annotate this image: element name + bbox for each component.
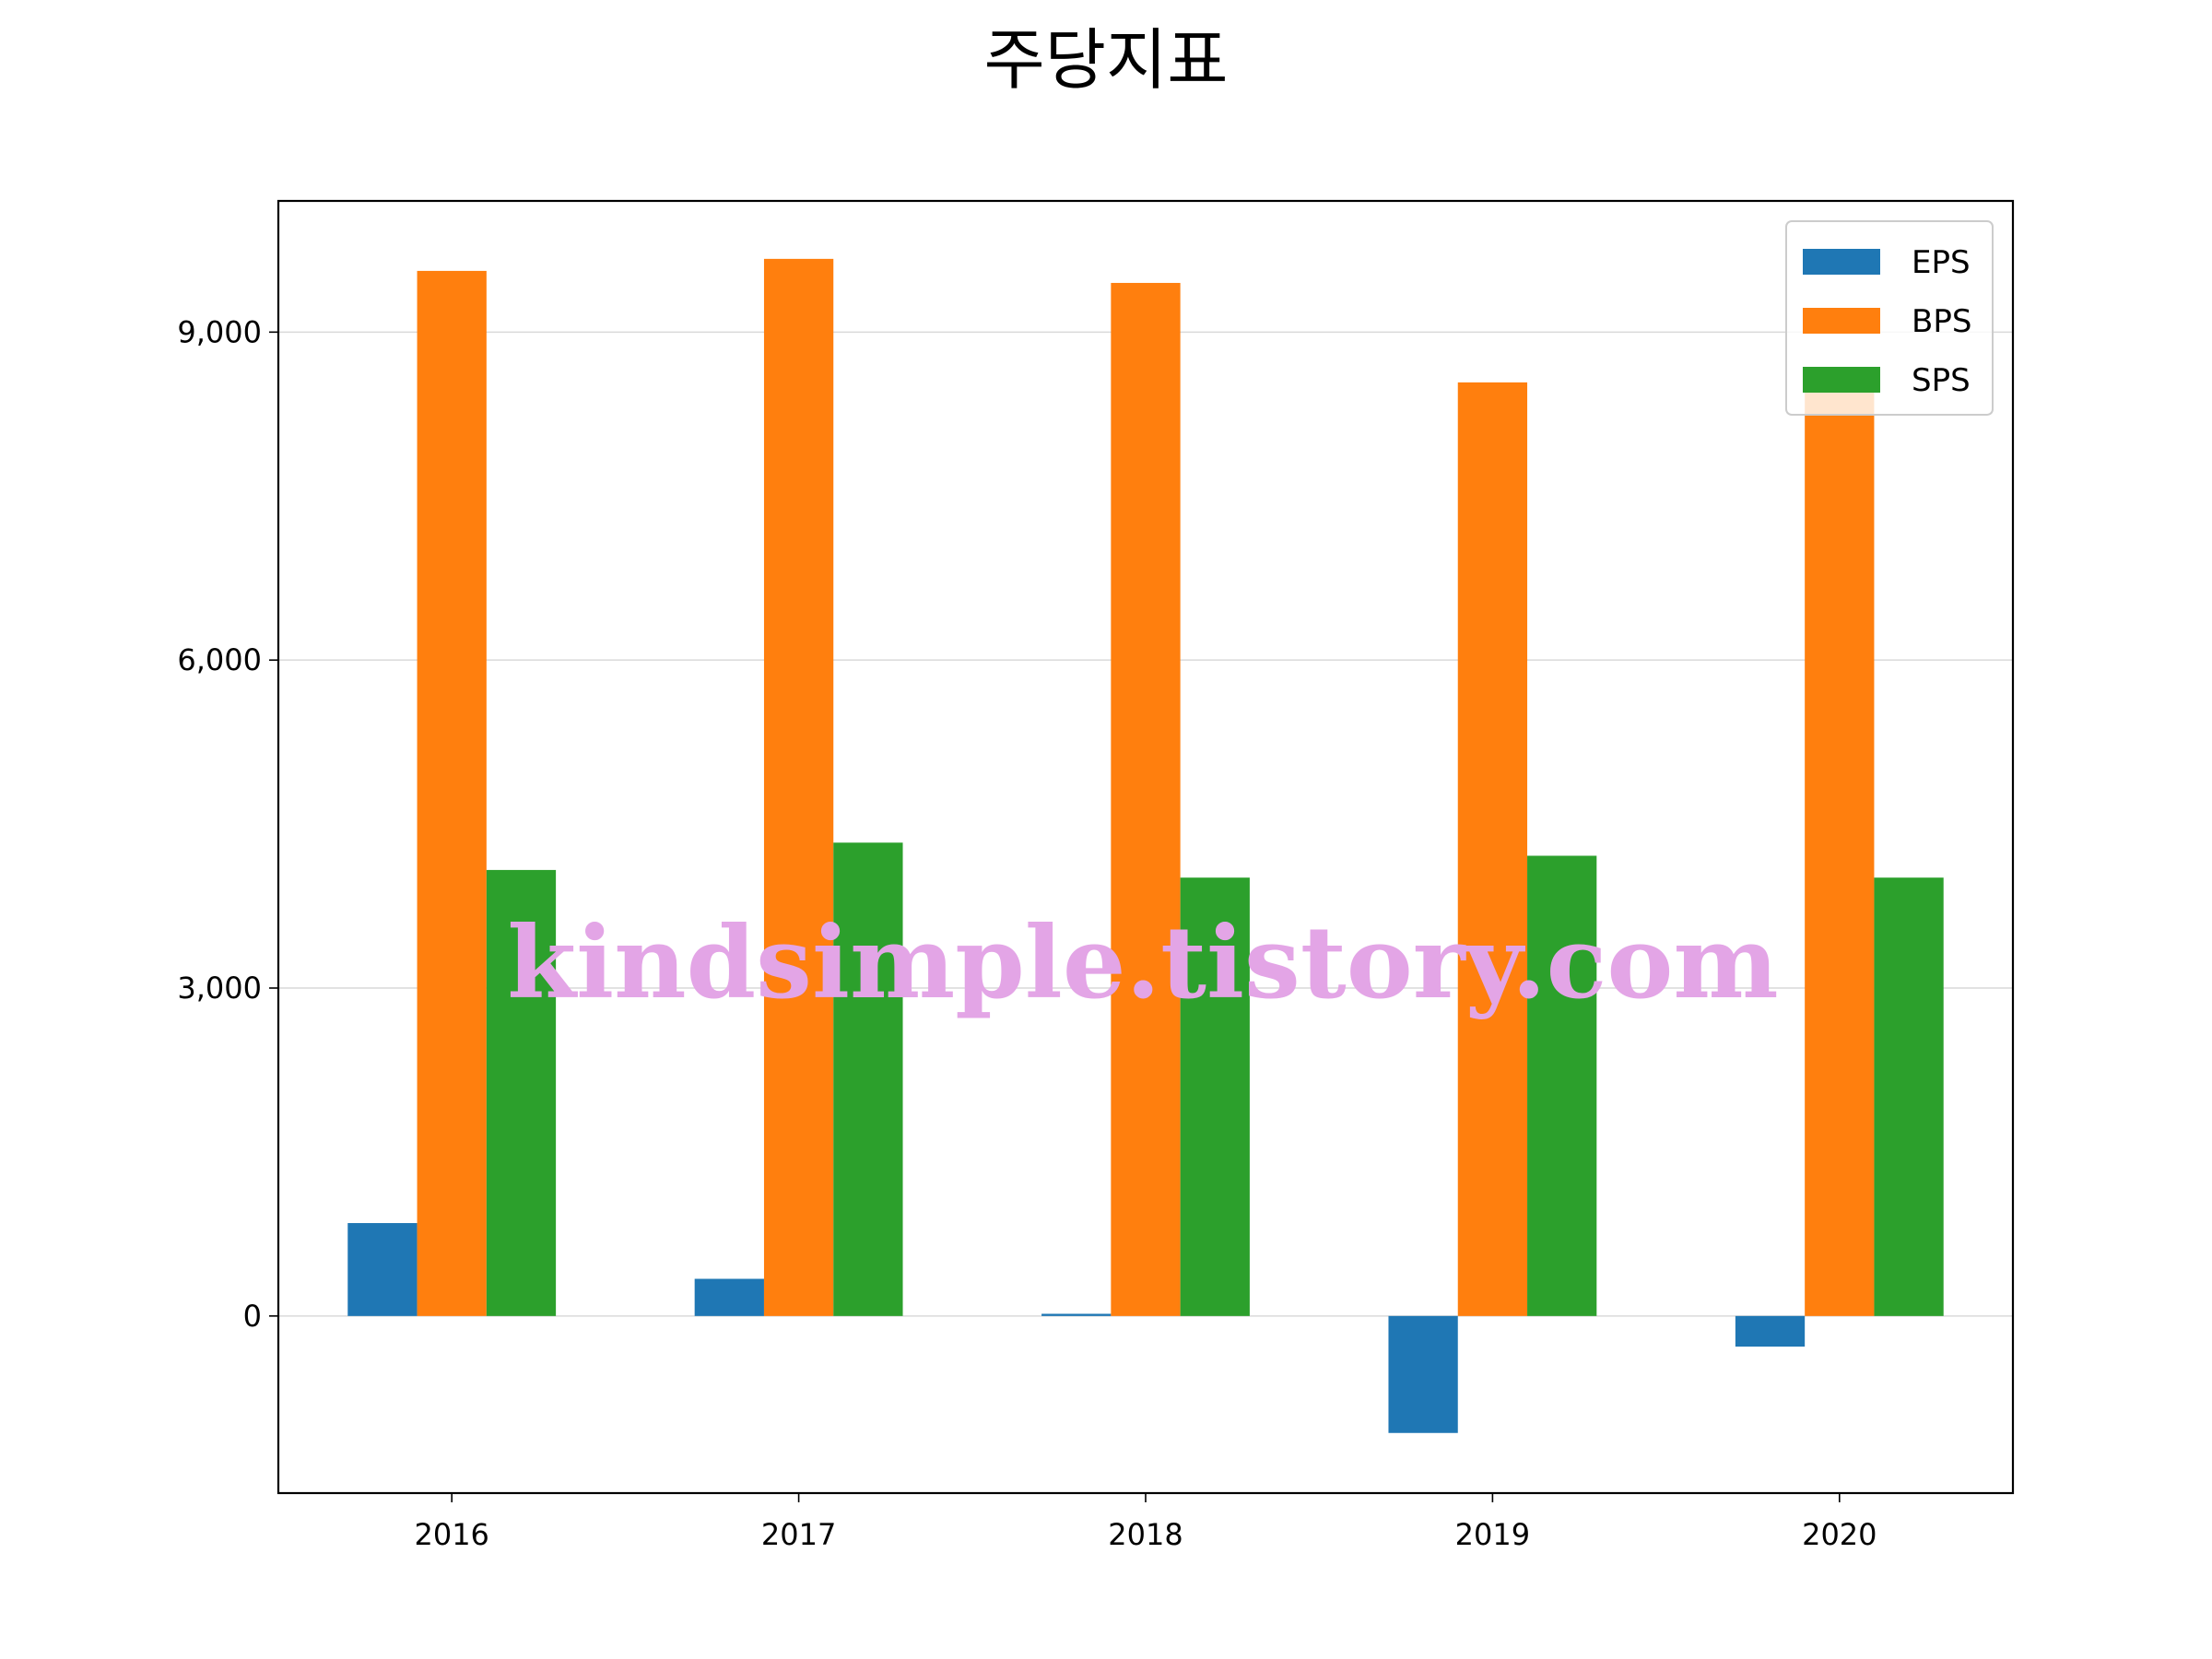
legend-label-eps: EPS: [1912, 244, 1971, 281]
legend-swatch-bps: [1803, 308, 1880, 334]
bar-sps-2020: [1874, 877, 1944, 1316]
legend-label-sps: SPS: [1912, 362, 1971, 399]
bar-eps-2016: [347, 1223, 418, 1316]
y-tick-label: 6,000: [177, 642, 262, 677]
x-tick-label: 2020: [1802, 1517, 1877, 1552]
bar-bps-2016: [417, 270, 487, 1316]
bar-eps-2020: [1735, 1315, 1806, 1347]
axes: 0 3,000 6,000 9,000 2016 2017 2018 2019 2020: [177, 199, 2015, 1552]
bar-sps-2019: [1527, 855, 1597, 1316]
bar-eps-2018: [1041, 1313, 1112, 1316]
bar-bps-2019: [1457, 382, 1528, 1316]
bar-sps-2017: [833, 842, 903, 1316]
x-tick-label: 2018: [1108, 1517, 1182, 1552]
watermark-text: kindsimple.tistory.com: [507, 905, 1778, 1021]
x-tick-label: 2017: [761, 1517, 836, 1552]
bar-bps-2020: [1805, 391, 1875, 1316]
legend-swatch-sps: [1803, 367, 1880, 393]
y-tick-label: 3,000: [177, 971, 262, 1006]
bar-sps-2018: [1180, 877, 1250, 1316]
bar-bps-2017: [763, 258, 834, 1316]
y-tick-label: 9,000: [177, 314, 262, 349]
legend-label-bps: BPS: [1912, 303, 1971, 340]
bar-sps-2016: [486, 869, 557, 1316]
bars: [347, 258, 1944, 1433]
bar-bps-2018: [1111, 282, 1181, 1316]
plot-frame: [276, 199, 2015, 1495]
bar-eps-2017: [694, 1278, 764, 1316]
bar-eps-2019: [1388, 1315, 1458, 1433]
y-tick-label: 0: [243, 1299, 262, 1334]
chart-title: 주당지표: [984, 21, 1229, 99]
legend-swatch-eps: [1803, 249, 1880, 275]
x-tick-label: 2016: [414, 1517, 488, 1552]
x-tick-label: 2019: [1455, 1517, 1530, 1552]
legend[interactable]: EPS BPS SPS: [1785, 220, 1994, 416]
